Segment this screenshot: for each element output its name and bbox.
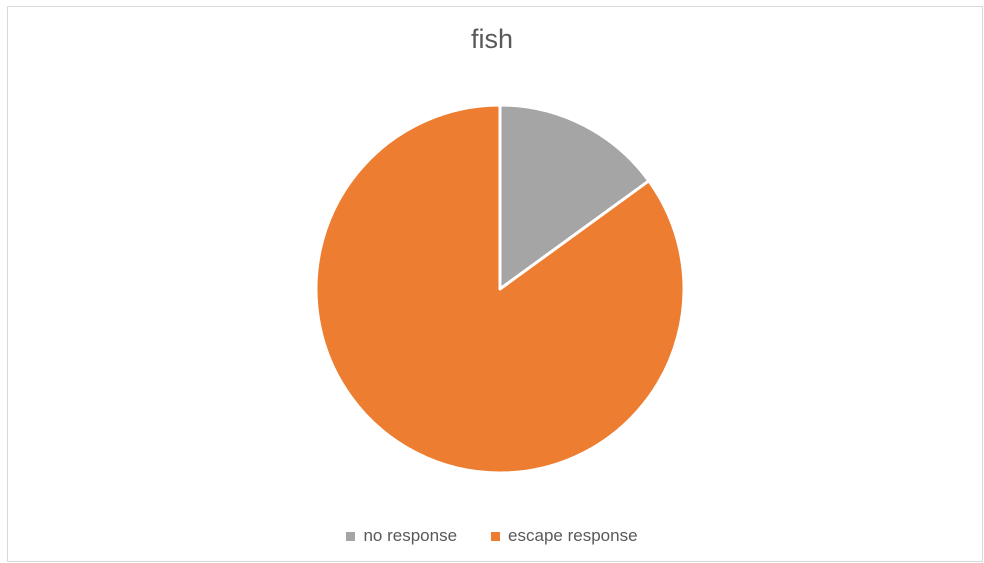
legend-swatch-escape-response bbox=[491, 531, 501, 541]
pie-slice-no-response bbox=[498, 103, 651, 291]
legend: no response escape response bbox=[0, 526, 984, 546]
chart-title: fish bbox=[470, 24, 514, 54]
pie-slice-escape-response bbox=[314, 103, 686, 475]
legend-label-no-response: no response bbox=[363, 526, 458, 545]
legend-item-no-response: no response bbox=[346, 526, 457, 546]
legend-item-escape-response: escape response bbox=[491, 526, 638, 546]
legend-label-escape-response: escape response bbox=[508, 526, 638, 545]
legend-swatch-no-response bbox=[346, 531, 356, 541]
